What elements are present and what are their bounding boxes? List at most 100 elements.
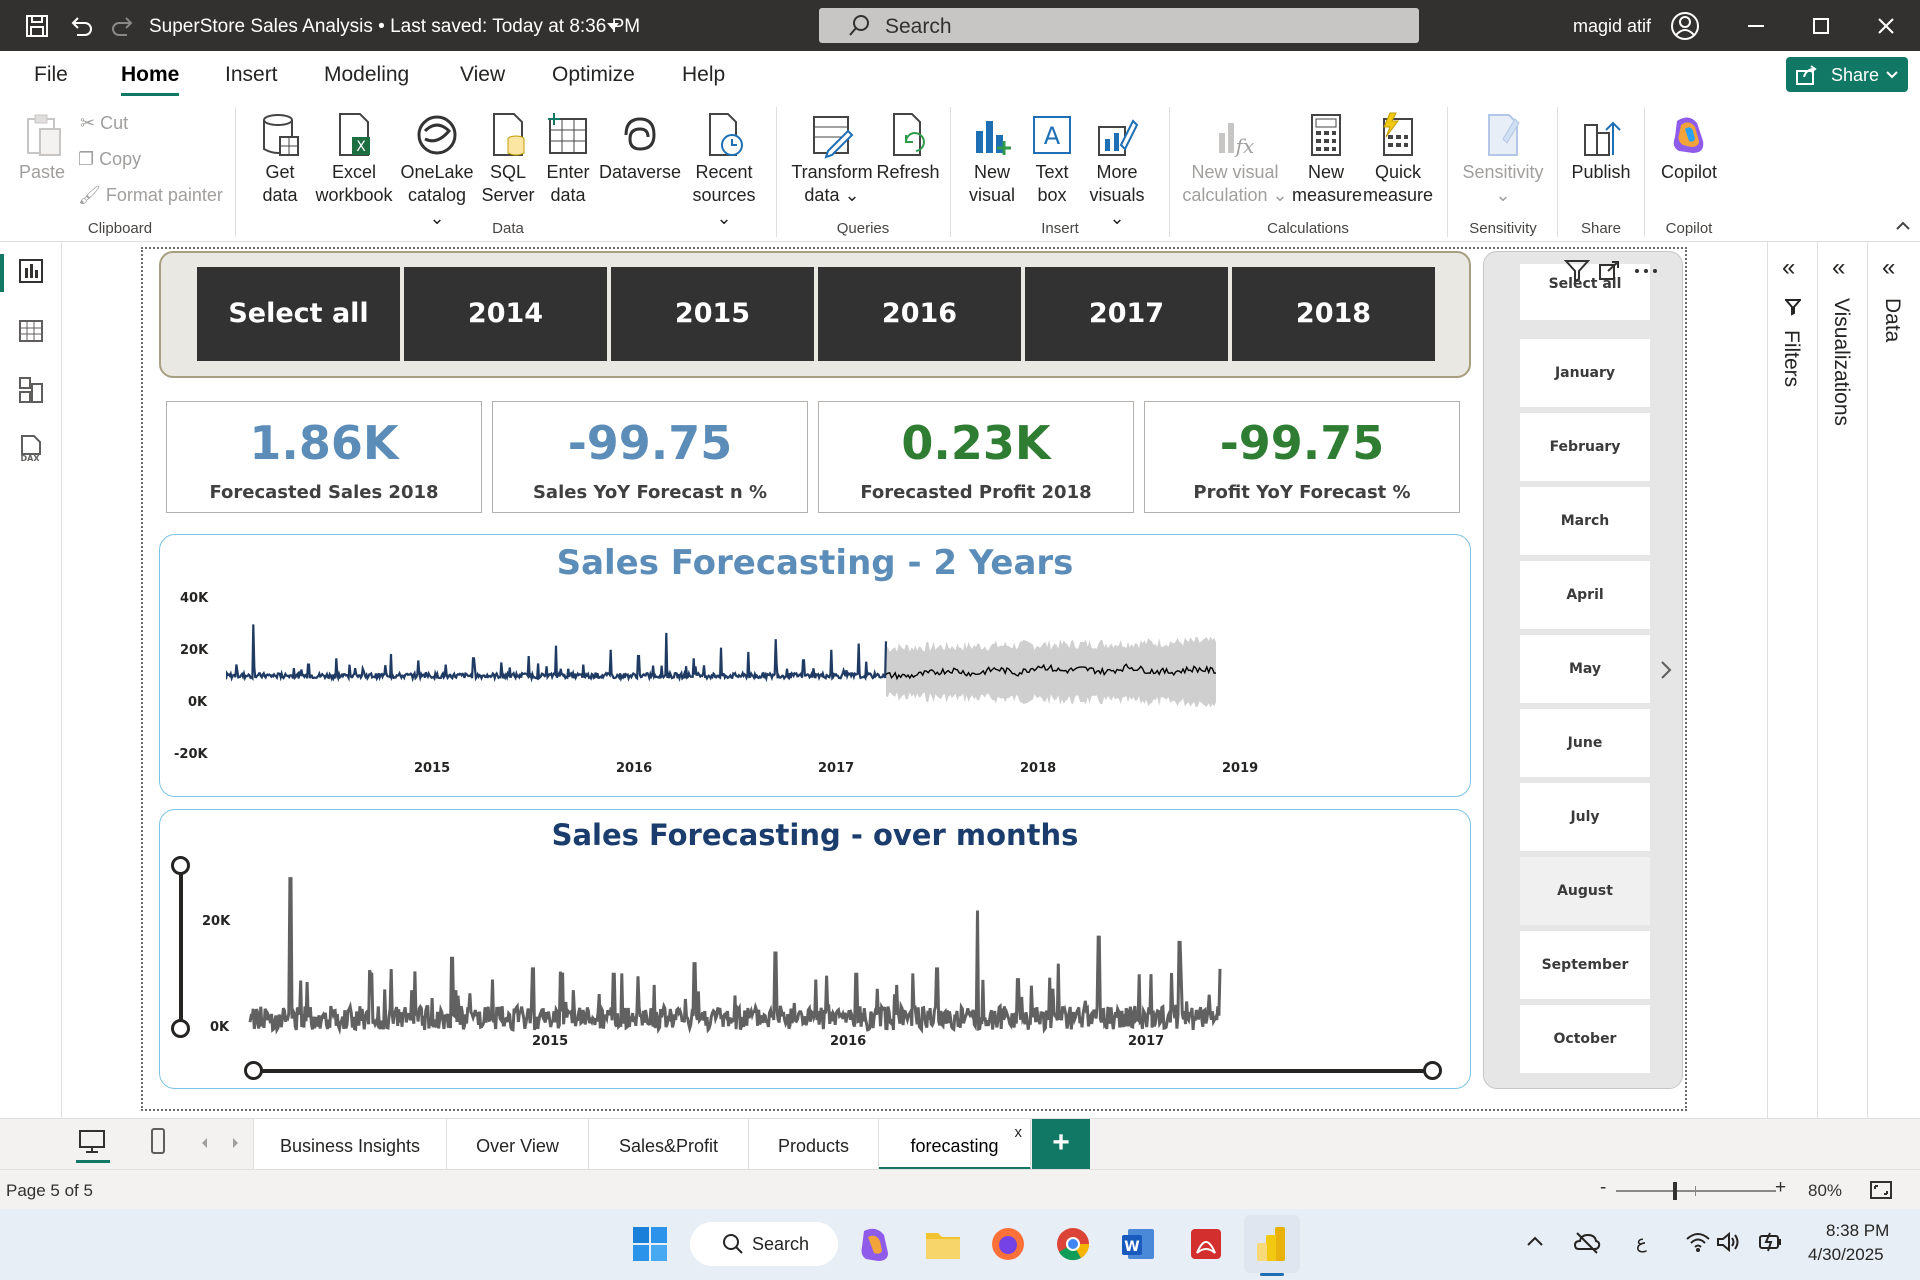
battery-icon[interactable] (1758, 1231, 1784, 1253)
refresh-button[interactable]: Refresh (876, 111, 940, 184)
month-january[interactable]: January (1520, 339, 1650, 407)
copilot-app-icon[interactable] (854, 1223, 896, 1265)
publish-button[interactable]: Publish (1568, 111, 1634, 184)
copy-button[interactable]: ❐ Copy (78, 149, 141, 170)
dataverse-button[interactable]: Dataverse (598, 111, 682, 184)
expand-icon[interactable]: « (1782, 254, 1796, 281)
month-september[interactable]: September (1520, 931, 1650, 999)
menu-view[interactable]: View (460, 63, 506, 86)
chart-sales-forecast-2-years[interactable]: Sales Forecasting - 2 Years 40K 20K 0K -… (159, 534, 1471, 797)
new-visual-calculation-button[interactable]: fx New visual calculation ⌄ (1180, 111, 1290, 207)
search-input[interactable]: Search (819, 8, 1419, 43)
more-options-icon[interactable] (1634, 268, 1658, 274)
page-tab-business-insights[interactable]: Business Insights (253, 1119, 447, 1170)
quick-measure-button[interactable]: Quick measure (1362, 111, 1434, 207)
save-icon[interactable] (24, 13, 50, 39)
year-2018[interactable]: 2018 (1232, 267, 1435, 361)
clock-date[interactable]: 4/30/2025 (1808, 1245, 1884, 1264)
filters-pane-collapsed[interactable]: « Filters (1767, 242, 1817, 1118)
collapse-ribbon-icon[interactable] (1896, 221, 1910, 231)
more-visuals-button[interactable]: More visuals ⌄ (1082, 111, 1152, 230)
zoom-in-button[interactable]: + (1775, 1177, 1787, 1198)
month-july[interactable]: July (1520, 783, 1650, 851)
menu-insert[interactable]: Insert (225, 63, 278, 86)
mobile-layout-icon[interactable] (150, 1127, 166, 1155)
month-august[interactable]: August (1520, 857, 1650, 925)
chevron-right-icon[interactable] (1660, 660, 1672, 680)
get-data-button[interactable]: Get data (252, 111, 308, 207)
firefox-icon[interactable] (987, 1223, 1029, 1265)
page-tab-forecasting[interactable]: forecasting x (879, 1119, 1031, 1170)
paste-button[interactable]: Paste (14, 111, 70, 184)
year-2016[interactable]: 2016 (818, 267, 1021, 361)
new-measure-button[interactable]: New measure (1292, 111, 1362, 207)
scroll-left-icon[interactable] (200, 1137, 208, 1149)
kpi-card-sales-yoy[interactable]: -99.75 Sales YoY Forecast n % (492, 401, 808, 513)
maximize-icon[interactable] (1813, 18, 1829, 34)
desktop-layout-icon[interactable] (78, 1129, 106, 1155)
menu-modeling[interactable]: Modeling (324, 63, 410, 86)
cut-button[interactable]: ✂ Cut (80, 113, 128, 134)
month-select-all[interactable]: Select all (1520, 264, 1650, 320)
kpi-card-forecasted-profit[interactable]: 0.23K Forecasted Profit 2018 (818, 401, 1134, 513)
chart-sales-forecast-over-months[interactable]: Sales Forecasting - over months 20K 0K 2… (159, 809, 1471, 1089)
chrome-icon[interactable] (1052, 1223, 1094, 1265)
month-february[interactable]: February (1520, 413, 1650, 481)
kpi-card-profit-yoy[interactable]: -99.75 Profit YoY Forecast % (1144, 401, 1460, 513)
undo-icon[interactable] (68, 13, 94, 39)
page-tab-sales-profit[interactable]: Sales&Profit (589, 1119, 749, 1170)
onedrive-sync-icon[interactable] (1573, 1231, 1601, 1255)
fit-to-page-icon[interactable] (1869, 1180, 1893, 1200)
excel-workbook-button[interactable]: X Excel workbook (314, 111, 394, 207)
user-avatar-icon[interactable] (1670, 11, 1700, 41)
chevron-down-icon[interactable] (606, 22, 620, 32)
x-zoom-slider-handle-right[interactable] (1423, 1061, 1442, 1080)
redo-icon[interactable] (110, 13, 136, 39)
focus-mode-icon[interactable] (1598, 261, 1620, 281)
month-april[interactable]: April (1520, 561, 1650, 629)
page-tab-products[interactable]: Products (749, 1119, 879, 1170)
input-language[interactable]: ع (1636, 1232, 1647, 1252)
dax-query-view-icon[interactable]: DAX (16, 434, 44, 462)
enter-data-button[interactable]: Enter data (540, 111, 596, 207)
month-march[interactable]: March (1520, 487, 1650, 555)
sensitivity-button[interactable]: Sensitivity ⌄ (1456, 111, 1550, 207)
acrobat-icon[interactable] (1185, 1223, 1227, 1265)
scroll-right-icon[interactable] (232, 1137, 240, 1149)
user-name[interactable]: magid atif (1573, 16, 1652, 36)
volume-icon[interactable] (1716, 1231, 1740, 1253)
month-may[interactable]: May (1520, 635, 1650, 703)
close-icon[interactable] (1878, 18, 1894, 34)
expand-icon[interactable]: « (1832, 254, 1846, 281)
y-zoom-slider-handle-bottom[interactable] (171, 1019, 190, 1038)
model-view-icon[interactable] (18, 376, 44, 404)
file-explorer-icon[interactable] (922, 1223, 964, 1265)
close-tab-icon[interactable]: x (1014, 1124, 1023, 1141)
onelake-catalog-button[interactable]: OneLake catalog ⌄ (398, 111, 476, 230)
x-zoom-slider-handle-left[interactable] (244, 1061, 263, 1080)
expand-icon[interactable]: « (1882, 254, 1896, 281)
year-select-all[interactable]: Select all (197, 267, 400, 361)
kpi-card-forecasted-sales[interactable]: 1.86K Forecasted Sales 2018 (166, 401, 482, 513)
transform-data-button[interactable]: Transform data ⌄ (790, 111, 874, 207)
share-button[interactable]: Share (1786, 57, 1908, 92)
word-icon[interactable]: W (1118, 1223, 1160, 1265)
wifi-icon[interactable] (1685, 1231, 1711, 1253)
zoom-out-button[interactable]: - (1600, 1177, 1607, 1198)
menu-help[interactable]: Help (682, 63, 726, 86)
zoom-level[interactable]: 80% (1808, 1181, 1843, 1200)
copilot-button[interactable]: Copilot (1652, 111, 1726, 184)
text-box-button[interactable]: A Text box (1024, 111, 1080, 207)
add-page-button[interactable]: + (1032, 1119, 1090, 1170)
y-zoom-slider-handle-top[interactable] (171, 856, 190, 875)
format-painter-button[interactable]: 🖌 Format painter (78, 185, 223, 206)
chevron-up-icon[interactable] (1527, 1236, 1543, 1246)
power-bi-icon[interactable] (1251, 1223, 1293, 1265)
month-october[interactable]: October (1520, 1005, 1650, 1073)
filter-icon[interactable] (1564, 259, 1590, 283)
year-2015[interactable]: 2015 (611, 267, 814, 361)
menu-optimize[interactable]: Optimize (552, 63, 635, 86)
sql-server-button[interactable]: SQL Server (480, 111, 536, 207)
year-2014[interactable]: 2014 (404, 267, 607, 361)
data-pane-collapsed[interactable]: « Data (1867, 242, 1920, 1118)
